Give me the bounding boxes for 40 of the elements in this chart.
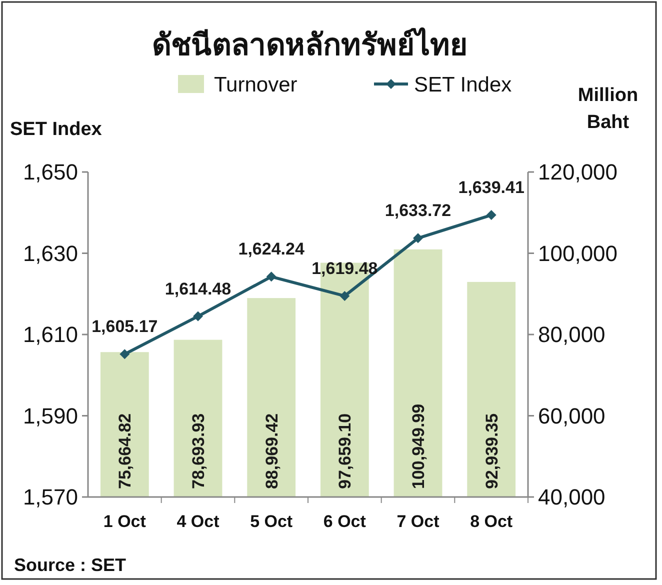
y-axis-title: SET Index	[10, 119, 102, 140]
y-tick-label: 1,650	[22, 160, 78, 185]
data-label: 1,605.17	[92, 317, 158, 336]
data-label: 1,639.41	[458, 178, 524, 198]
chart-title: ดัชนีตลาดหลักทรัพย์ไทย	[152, 27, 468, 62]
y2-tick-label: 120,000	[538, 160, 618, 185]
data-label: 1,614.48	[164, 279, 232, 298]
y-tick-label: 1,610	[22, 322, 78, 348]
x-tick-label: 4 Oct	[176, 512, 220, 531]
point	[340, 290, 350, 301]
legend-label: Turnover	[214, 73, 298, 96]
x-tick-label: 8 Oct	[470, 512, 513, 531]
y2-tick-label: 60,000	[538, 403, 606, 428]
data-label: 78,693.93	[188, 413, 208, 489]
point	[193, 311, 203, 322]
legend-label: SET Index	[414, 73, 512, 96]
x-tick-label: 7 Oct	[396, 512, 440, 531]
point	[120, 349, 130, 360]
x-tick-label: 5 Oct	[250, 512, 293, 531]
y-tick-label: 1,630	[22, 240, 78, 266]
data-label: 92,939.35	[482, 413, 502, 489]
y2-axis-title: Million Baht	[578, 85, 638, 133]
y-tick-label: 1,590	[22, 403, 78, 428]
source-note: Source : SET	[14, 555, 126, 575]
y2-tick-label: 100,000	[538, 240, 618, 266]
data-label: 97,659.10	[336, 413, 355, 489]
data-label: 100,949.99	[408, 404, 428, 489]
data-label: 1,619.48	[312, 258, 378, 278]
point	[413, 233, 423, 244]
y-tick-label: 1,570	[22, 484, 78, 510]
point	[266, 272, 276, 282]
data-label: 1,633.72	[384, 201, 452, 220]
data-label: 75,664.82	[116, 413, 135, 489]
y2-tick-label: 40,000	[538, 484, 606, 510]
x-tick-label: 6 Oct	[323, 512, 366, 531]
data-label: 88,969.42	[262, 413, 282, 489]
data-label: 1,624.24	[238, 240, 305, 259]
y2-tick-label: 80,000	[538, 322, 606, 348]
x-tick-label: 1 Oct	[103, 512, 146, 531]
point	[486, 210, 496, 220]
